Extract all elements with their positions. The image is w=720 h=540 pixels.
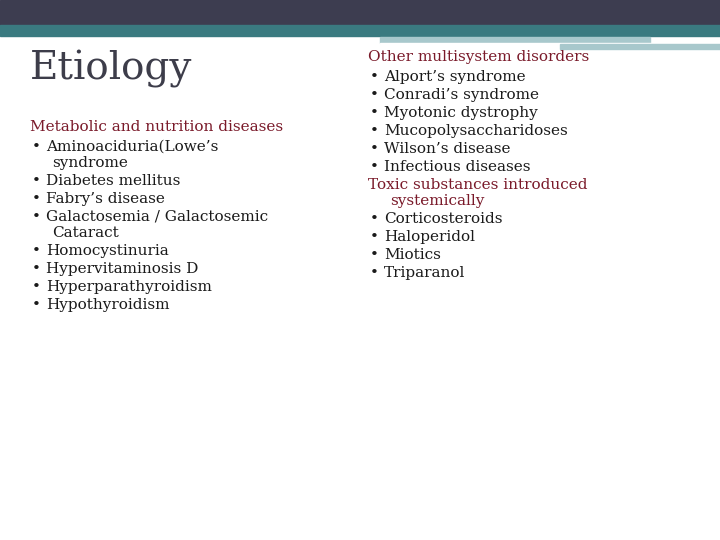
Bar [560,44,720,49]
Bar [380,43,720,44]
Text: Etiology: Etiology [30,50,192,88]
Bar [380,25,720,36]
Text: Toxic substances introduced: Toxic substances introduced [368,178,588,192]
Text: Miotics: Miotics [384,248,441,262]
Text: •: • [370,266,379,280]
Text: syndrome: syndrome [52,156,128,170]
Text: Diabetes mellitus: Diabetes mellitus [46,174,181,188]
Text: •: • [370,230,379,244]
Text: Triparanol: Triparanol [384,266,465,280]
Text: Mucopolysaccharidoses: Mucopolysaccharidoses [384,124,568,138]
Text: Haloperidol: Haloperidol [384,230,475,244]
Bar [0,25,380,36]
Bar [0,0,720,25]
Text: Wilson’s disease: Wilson’s disease [384,142,510,156]
Text: •: • [370,248,379,262]
Text: •: • [370,106,379,120]
Text: •: • [32,244,41,258]
Text: •: • [370,88,379,102]
Text: •: • [370,142,379,156]
Text: •: • [32,210,41,224]
Text: systemically: systemically [390,194,485,208]
Text: Cataract: Cataract [52,226,119,240]
Text: •: • [370,124,379,138]
Text: •: • [32,298,41,312]
Text: •: • [32,140,41,154]
Text: Galactosemia / Galactosemic: Galactosemia / Galactosemic [46,210,268,224]
Text: Aminoaciduria(Lowe’s: Aminoaciduria(Lowe’s [46,140,218,154]
Text: •: • [370,212,379,226]
Text: Metabolic and nutrition diseases: Metabolic and nutrition diseases [30,120,283,134]
Text: Myotonic dystrophy: Myotonic dystrophy [384,106,538,120]
Text: Conradi’s syndrome: Conradi’s syndrome [384,88,539,102]
Text: Hyperparathyroidism: Hyperparathyroidism [46,280,212,294]
Text: Homocystinuria: Homocystinuria [46,244,168,258]
Text: Corticosteroids: Corticosteroids [384,212,503,226]
Text: Other multisystem disorders: Other multisystem disorders [368,50,589,64]
Text: Alport’s syndrome: Alport’s syndrome [384,70,526,84]
Text: Hypervitaminosis D: Hypervitaminosis D [46,262,199,276]
Text: •: • [370,70,379,84]
Text: Fabry’s disease: Fabry’s disease [46,192,165,206]
Bar [380,37,650,43]
Text: •: • [370,160,379,174]
Text: •: • [32,192,41,206]
Text: •: • [32,174,41,188]
Text: Hypothyroidism: Hypothyroidism [46,298,169,312]
Text: •: • [32,262,41,276]
Text: •: • [32,280,41,294]
Text: Infectious diseases: Infectious diseases [384,160,531,174]
